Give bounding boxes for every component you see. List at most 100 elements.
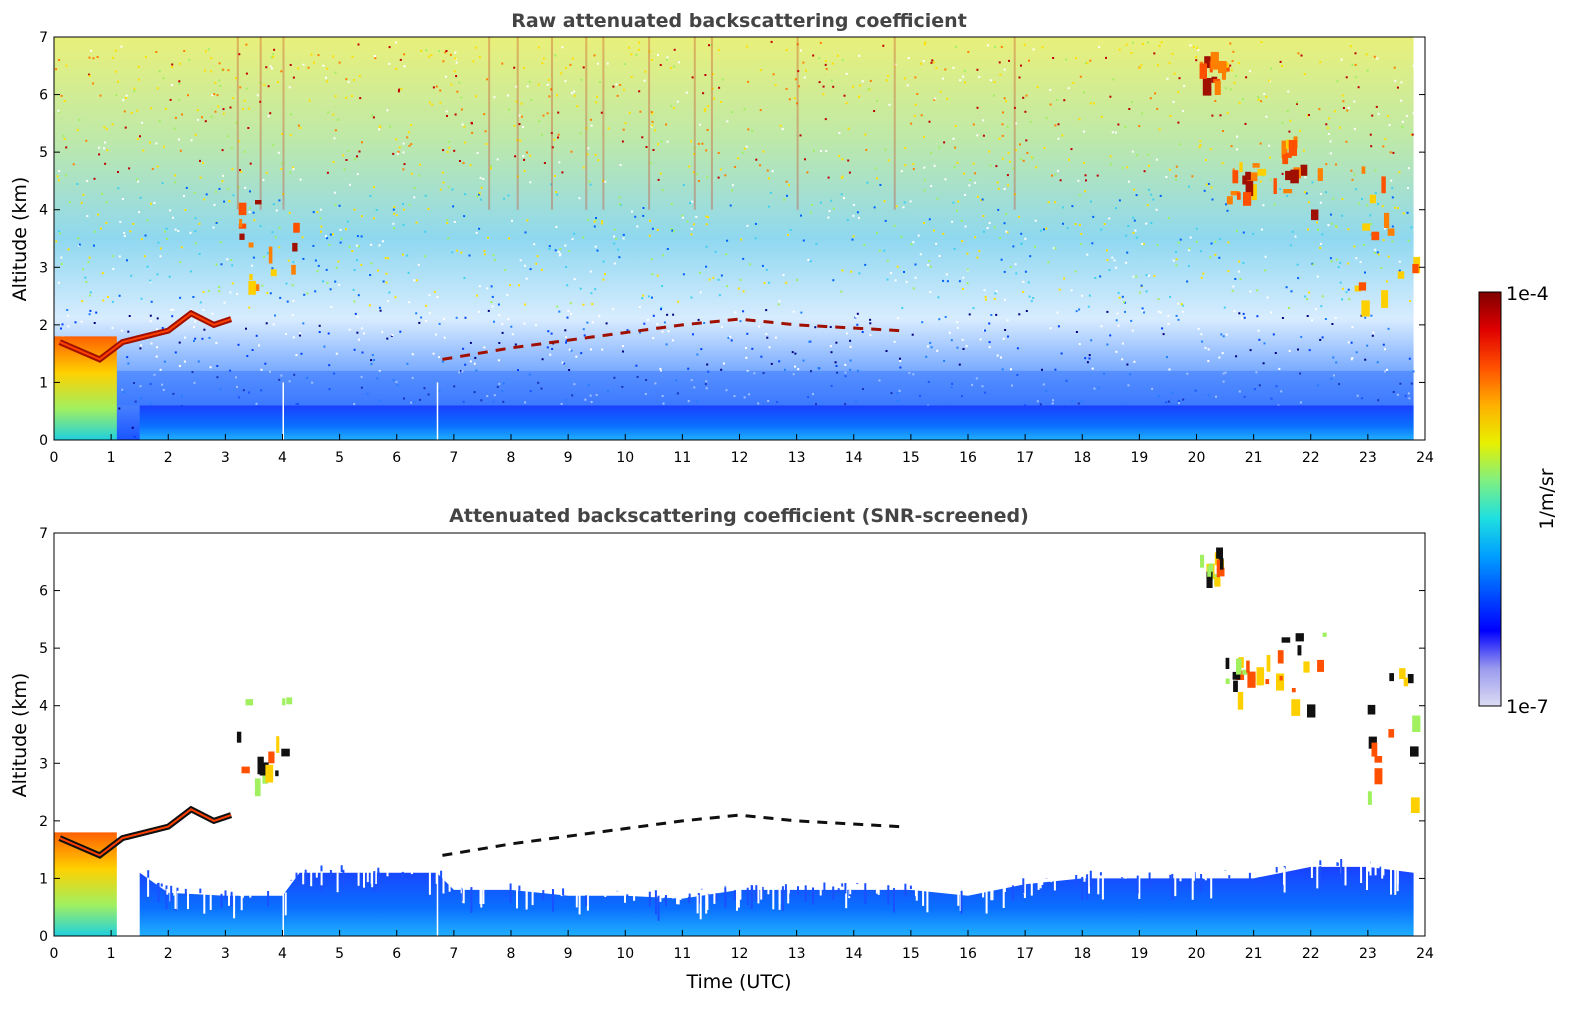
upper-cloud-cell — [1200, 554, 1205, 568]
aerosol-edge-cell — [1283, 867, 1285, 885]
noise-speckle — [1103, 372, 1106, 375]
noise-speckle — [657, 54, 659, 56]
noise-speckle — [1342, 100, 1345, 103]
aerosol-edge-cell — [772, 883, 775, 910]
noise-speckle — [759, 164, 761, 167]
noise-speckle — [1132, 275, 1135, 278]
noise-speckle — [80, 201, 83, 204]
x-tick-label: 24 — [1416, 946, 1434, 962]
aerosol-edge-cell — [239, 889, 242, 896]
noise-speckle — [1003, 68, 1006, 71]
noise-speckle — [259, 100, 262, 103]
upper-cloud-cell — [1371, 231, 1380, 241]
aerosol-edge-cell — [877, 882, 880, 895]
noise-speckle — [1300, 335, 1303, 338]
noise-speckle — [1175, 175, 1178, 178]
noise-speckle — [356, 259, 359, 262]
noise-speckle — [1252, 232, 1255, 235]
noise-speckle — [210, 57, 213, 60]
noise-speckle — [210, 115, 213, 118]
noise-speckle — [621, 385, 624, 388]
noise-speckle — [1214, 240, 1217, 243]
noise-speckle — [712, 276, 715, 279]
noise-speckle — [956, 161, 959, 164]
noise-speckle — [194, 133, 197, 136]
noise-speckle — [243, 99, 246, 102]
noise-speckle — [1181, 304, 1184, 307]
noise-speckle — [400, 88, 403, 91]
noise-speckle — [1125, 261, 1128, 264]
noise-speckle — [1068, 158, 1070, 161]
aerosol-edge-cell — [284, 892, 287, 916]
noise-speckle — [933, 98, 936, 101]
noise-speckle — [269, 292, 272, 295]
aerosol-edge-cell — [1261, 870, 1264, 872]
noise-speckle — [1054, 247, 1057, 250]
noise-speckle — [312, 61, 315, 64]
noise-speckle — [976, 256, 979, 259]
noise-speckle — [936, 349, 939, 352]
aerosol-edge-cell — [184, 888, 187, 896]
noise-speckle — [392, 222, 395, 225]
noise-speckle — [1207, 182, 1210, 185]
noise-speckle — [280, 168, 283, 170]
noise-speckle — [322, 64, 325, 67]
noise-speckle — [809, 211, 812, 214]
noise-speckle — [345, 96, 348, 99]
noise-speckle — [557, 111, 560, 114]
noise-speckle — [762, 150, 765, 153]
noise-speckle — [149, 279, 152, 282]
noise-speckle — [88, 74, 91, 77]
noise-speckle — [749, 263, 752, 266]
noise-speckle — [1269, 156, 1271, 159]
noise-speckle — [558, 310, 561, 313]
noise-speckle — [187, 94, 189, 97]
noise-speckle — [536, 255, 539, 258]
noise-speckle — [461, 123, 464, 126]
noise-speckle — [923, 166, 926, 169]
noise-speckle — [1147, 153, 1150, 156]
y-tick-label: 1 — [39, 871, 48, 887]
aerosol-edge-cell — [210, 891, 213, 894]
noise-speckle — [1191, 175, 1194, 178]
noise-speckle — [628, 111, 631, 114]
noise-speckle — [326, 171, 329, 174]
screened-aerosol-layer — [139, 866, 1414, 936]
noise-speckle — [85, 139, 88, 142]
noise-speckle — [951, 220, 954, 223]
x-tick-label: 6 — [392, 946, 401, 962]
x-tick-label: 11 — [673, 946, 691, 962]
aerosol-edge-cell — [1369, 865, 1372, 876]
noise-speckle — [1386, 115, 1389, 118]
noise-speckle — [1268, 79, 1271, 82]
noise-speckle — [1198, 146, 1201, 149]
noise-speckle — [912, 163, 915, 166]
noise-speckle — [1172, 259, 1175, 262]
aerosol-edge-cell — [1041, 879, 1044, 885]
noise-speckle — [1126, 363, 1129, 366]
noise-speckle — [746, 332, 749, 335]
aerosol-edge-cell — [480, 882, 483, 908]
noise-speckle — [1406, 211, 1409, 214]
noise-speckle — [1197, 49, 1200, 52]
aerosol-edge-cell — [267, 891, 270, 907]
aerosol-edge-cell — [1037, 875, 1040, 890]
noise-speckle — [896, 265, 899, 268]
noise-speckle — [95, 311, 98, 314]
noise-speckle — [1333, 110, 1336, 113]
noise-speckle — [412, 401, 415, 404]
noise-speckle — [271, 231, 274, 234]
noise-speckle — [827, 176, 830, 179]
noise-speckle — [155, 355, 158, 358]
aerosol-edge-cell — [228, 895, 230, 906]
noise-speckle — [1092, 215, 1095, 218]
noise-speckle — [327, 332, 330, 335]
noise-speckle — [883, 200, 886, 203]
noise-speckle — [1302, 149, 1305, 152]
noise-speckle — [58, 232, 61, 235]
noise-speckle — [765, 332, 768, 335]
x-tick-label: 10 — [616, 450, 634, 466]
noise-speckle — [1355, 188, 1358, 191]
noise-speckle — [1027, 281, 1030, 284]
noise-speckle — [720, 101, 722, 103]
